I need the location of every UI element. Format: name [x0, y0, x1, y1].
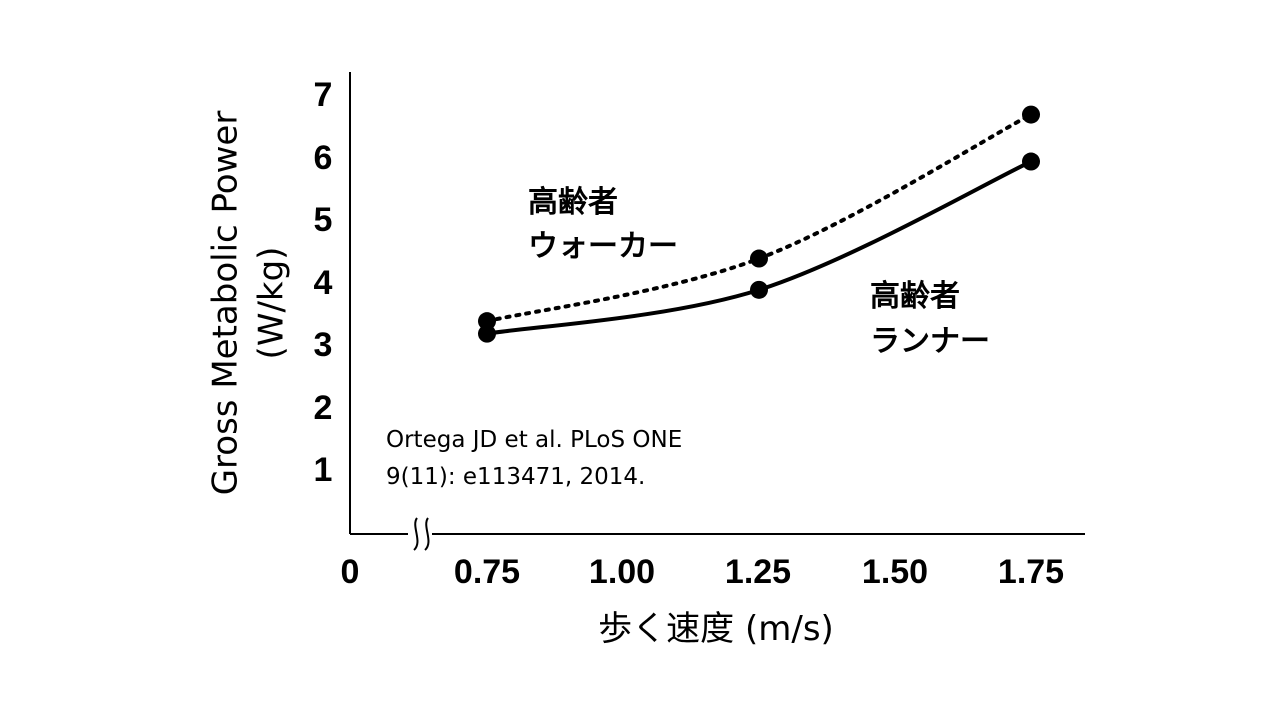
series-label-walker-line2: ウォーカー	[528, 229, 678, 264]
y-tick-label: 3	[314, 326, 333, 364]
y-tick-label: 7	[314, 76, 333, 114]
x-tick-labels: 0 0.75 1.00 1.25 1.50 1.75	[341, 553, 1065, 591]
series-label-runner-line1: 高齢者	[870, 279, 960, 314]
y-axis-title-line1: Gross Metabolic Power	[206, 111, 246, 496]
series-label-runner-line2: ランナー	[870, 324, 990, 359]
data-point-walker	[750, 249, 768, 268]
x-tick-label: 1.75	[998, 553, 1064, 591]
y-tick-label: 2	[314, 389, 333, 427]
y-axis-title-line2: (W/kg)	[252, 247, 292, 360]
series-label-walker-line1: 高齢者	[528, 185, 618, 220]
series-label-runner: 高齢者 ランナー	[870, 279, 990, 359]
walker-points	[478, 105, 1040, 331]
data-point-runner	[1022, 152, 1040, 171]
y-tick-label: 4	[314, 264, 333, 302]
runner-points	[478, 152, 1040, 343]
axis-break-marker	[408, 517, 432, 551]
y-tick-label: 5	[314, 201, 333, 239]
y-tick-labels: 1 2 3 4 5 6 7	[314, 76, 333, 489]
data-point-runner	[750, 280, 768, 299]
data-point-runner	[478, 324, 496, 343]
series-label-walker: 高齢者 ウォーカー	[528, 185, 678, 264]
x-tick-label: 1.25	[725, 553, 791, 591]
data-point-walker	[478, 312, 496, 331]
citation: Ortega JD et al. PLoS ONE 9(11): e113471…	[386, 427, 682, 490]
citation-line1: Ortega JD et al. PLoS ONE	[386, 427, 682, 453]
y-tick-label: 6	[314, 139, 333, 177]
y-axis-title: Gross Metabolic Power (W/kg)	[206, 111, 292, 496]
x-tick-label: 0.75	[454, 553, 520, 591]
x-tick-label: 0	[341, 553, 360, 591]
data-point-walker	[1022, 105, 1040, 124]
citation-line2: 9(11): e113471, 2014.	[386, 464, 645, 490]
x-tick-label: 1.50	[862, 553, 928, 591]
y-tick-label: 1	[314, 451, 333, 489]
x-axis-title: 歩く速度 (m/s)	[598, 609, 834, 649]
x-tick-label: 1.00	[589, 553, 655, 591]
